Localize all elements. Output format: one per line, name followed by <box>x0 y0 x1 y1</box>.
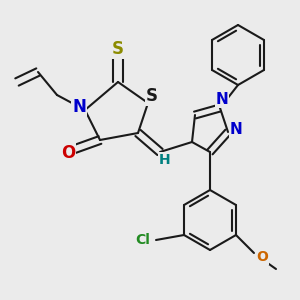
Text: O: O <box>61 144 75 162</box>
Text: N: N <box>216 92 228 107</box>
Text: H: H <box>159 153 171 167</box>
Text: N: N <box>230 122 242 137</box>
Text: O: O <box>256 250 268 264</box>
Text: N: N <box>72 98 86 116</box>
Text: S: S <box>146 87 158 105</box>
Text: Cl: Cl <box>135 233 150 247</box>
Text: S: S <box>112 40 124 58</box>
